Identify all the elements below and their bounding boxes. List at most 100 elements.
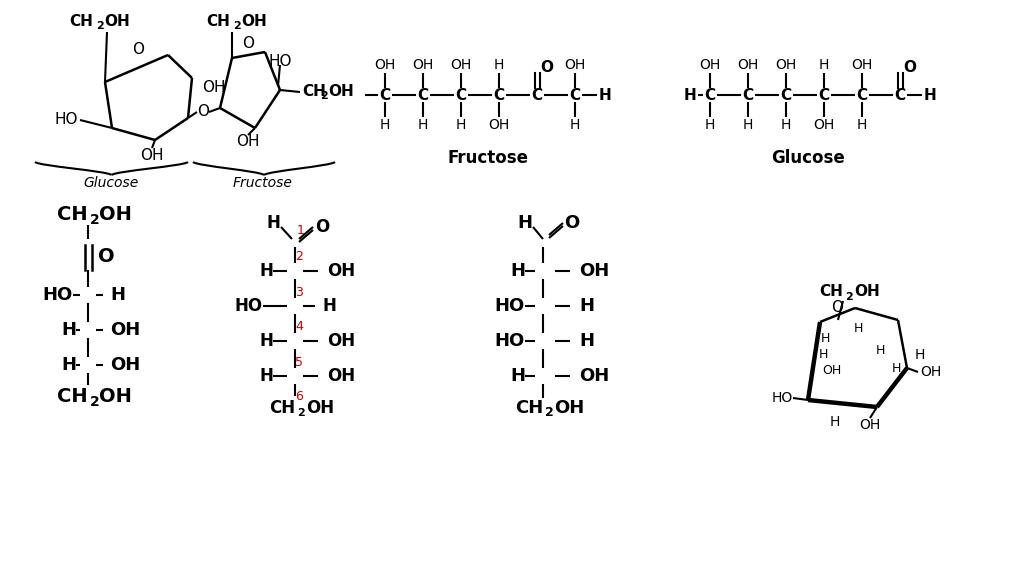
Text: H: H	[266, 214, 280, 232]
Text: H: H	[829, 415, 840, 429]
Text: O: O	[541, 59, 554, 74]
Text: OH: OH	[554, 399, 585, 417]
Text: C: C	[569, 88, 581, 103]
Text: 2: 2	[845, 292, 853, 302]
Text: H: H	[259, 262, 273, 280]
Text: HO: HO	[54, 112, 78, 127]
Text: H: H	[456, 118, 466, 132]
Text: OH: OH	[375, 58, 395, 72]
Text: H: H	[915, 348, 926, 362]
Text: OH: OH	[237, 135, 260, 150]
Text: 2: 2	[96, 21, 103, 31]
Text: H: H	[820, 332, 829, 344]
Text: OH: OH	[104, 14, 130, 29]
Text: OH: OH	[327, 367, 355, 385]
Text: HO: HO	[772, 391, 793, 405]
Text: H: H	[418, 118, 428, 132]
Text: OH: OH	[851, 58, 872, 72]
Text: O: O	[831, 301, 843, 316]
Text: CH: CH	[302, 85, 326, 100]
Text: H: H	[705, 118, 715, 132]
Text: OH: OH	[327, 332, 355, 350]
Text: OH: OH	[564, 58, 586, 72]
Text: C: C	[531, 88, 543, 103]
Text: H: H	[517, 214, 532, 232]
Text: OH: OH	[306, 399, 334, 417]
Text: 2: 2	[90, 395, 99, 409]
Text: HO: HO	[268, 55, 292, 70]
Text: O: O	[564, 214, 580, 232]
Text: O: O	[314, 218, 329, 236]
Text: H: H	[853, 321, 862, 335]
Text: C: C	[856, 88, 867, 103]
Text: OH: OH	[859, 418, 881, 432]
Text: CH: CH	[819, 285, 843, 300]
Text: OH: OH	[699, 58, 721, 72]
Text: 2: 2	[90, 213, 99, 227]
Text: C: C	[705, 88, 716, 103]
Text: O: O	[132, 43, 144, 58]
Text: Glucose: Glucose	[83, 176, 138, 190]
Text: C: C	[742, 88, 754, 103]
Text: Glucose: Glucose	[771, 149, 845, 167]
Text: OH: OH	[822, 363, 842, 377]
Text: CH: CH	[515, 399, 543, 417]
Text: O: O	[242, 36, 254, 51]
Text: H: H	[579, 332, 594, 350]
Text: H: H	[322, 297, 336, 315]
Text: OH: OH	[99, 206, 132, 225]
Text: 2: 2	[297, 408, 305, 418]
Text: 5: 5	[295, 355, 303, 369]
Text: OH: OH	[413, 58, 433, 72]
Text: H: H	[684, 88, 696, 103]
Text: OH: OH	[775, 58, 797, 72]
Text: C: C	[818, 88, 829, 103]
Text: OH: OH	[920, 365, 941, 379]
Text: OH: OH	[813, 118, 835, 132]
Text: 4: 4	[295, 320, 303, 334]
Text: OH: OH	[140, 147, 164, 162]
Text: H: H	[110, 286, 125, 304]
Text: H: H	[742, 118, 754, 132]
Text: H: H	[61, 356, 76, 374]
Text: 1: 1	[297, 223, 305, 237]
Text: HO: HO	[495, 332, 525, 350]
Text: 2: 2	[545, 407, 554, 419]
Text: HO: HO	[43, 286, 73, 304]
Text: H: H	[510, 262, 525, 280]
Text: 2: 2	[233, 21, 241, 31]
Text: H: H	[569, 118, 581, 132]
Text: H: H	[891, 362, 901, 374]
Text: 6: 6	[295, 389, 303, 403]
Text: CH: CH	[206, 14, 230, 29]
Text: OH: OH	[579, 262, 609, 280]
Text: 2: 2	[319, 91, 328, 101]
Text: O: O	[197, 104, 209, 119]
Text: 3: 3	[295, 286, 303, 298]
Text: CH: CH	[57, 206, 88, 225]
Text: OH: OH	[110, 356, 140, 374]
Text: CH: CH	[57, 388, 88, 407]
Text: CH: CH	[70, 14, 93, 29]
Text: Fructose: Fructose	[233, 176, 293, 190]
Text: O: O	[903, 59, 916, 74]
Text: C: C	[494, 88, 505, 103]
Text: H: H	[259, 367, 273, 385]
Text: H: H	[819, 58, 829, 72]
Text: CH: CH	[269, 399, 295, 417]
Text: OH: OH	[328, 85, 353, 100]
Text: H: H	[494, 58, 504, 72]
Text: O: O	[97, 248, 115, 267]
Text: H: H	[599, 88, 611, 103]
Text: C: C	[894, 88, 905, 103]
Text: H: H	[857, 118, 867, 132]
Text: OH: OH	[737, 58, 759, 72]
Text: OH: OH	[854, 285, 880, 300]
Text: H: H	[579, 297, 594, 315]
Text: H: H	[380, 118, 390, 132]
Text: 2: 2	[295, 251, 303, 263]
Text: H: H	[259, 332, 273, 350]
Text: OH: OH	[579, 367, 609, 385]
Text: OH: OH	[202, 81, 225, 96]
Text: OH: OH	[451, 58, 472, 72]
